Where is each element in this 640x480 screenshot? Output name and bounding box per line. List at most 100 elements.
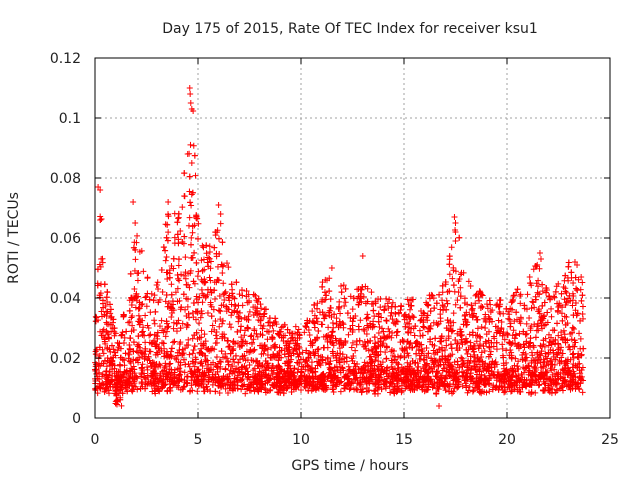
data-point: [234, 308, 241, 315]
data-point: [189, 358, 196, 365]
data-point: [559, 387, 566, 394]
data-point: [430, 361, 437, 368]
data-point: [359, 374, 366, 381]
data-point: [341, 303, 348, 310]
data-point: [579, 364, 586, 371]
data-point: [523, 320, 530, 327]
data-point: [368, 346, 375, 353]
data-point: [188, 234, 195, 241]
data-point: [123, 328, 130, 335]
data-point: [219, 317, 226, 324]
data-point: [114, 383, 121, 390]
data-point: [151, 292, 158, 299]
data-point: [135, 269, 142, 276]
data-point: [451, 375, 458, 382]
data-point: [267, 322, 274, 329]
data-point: [254, 333, 261, 340]
data-point: [225, 295, 232, 302]
data-point: [367, 320, 374, 327]
data-point: [120, 357, 127, 364]
data-point: [278, 324, 285, 331]
data-point: [230, 356, 237, 363]
data-point: [535, 382, 542, 389]
data-point: [498, 324, 505, 331]
data-point: [190, 371, 197, 378]
data-point: [252, 292, 259, 299]
data-point: [142, 339, 149, 346]
data-point: [358, 286, 365, 293]
data-point: [359, 284, 366, 291]
data-point: [331, 311, 338, 318]
data-point: [199, 369, 206, 376]
data-point: [466, 331, 473, 338]
data-point: [139, 361, 146, 368]
data-point: [213, 363, 220, 370]
data-point: [96, 384, 103, 391]
data-point: [254, 385, 261, 392]
data-point: [476, 342, 483, 349]
data-point: [511, 386, 518, 393]
data-point: [206, 255, 213, 262]
data-point: [288, 368, 295, 375]
data-point: [546, 338, 553, 345]
data-point: [262, 373, 269, 380]
data-point: [171, 234, 178, 241]
data-point: [198, 308, 205, 315]
data-point: [195, 376, 202, 383]
data-point: [212, 229, 219, 236]
data-point: [348, 344, 355, 351]
data-point: [542, 350, 549, 357]
data-point: [539, 302, 546, 309]
data-point: [429, 292, 436, 299]
data-point: [194, 273, 201, 280]
data-point: [181, 272, 188, 279]
data-point: [425, 374, 432, 381]
data-point: [119, 390, 126, 397]
data-point: [483, 301, 490, 308]
data-point: [216, 323, 223, 330]
data-point: [382, 303, 389, 310]
data-point: [177, 228, 184, 235]
data-point: [436, 356, 443, 363]
data-point: [175, 378, 182, 385]
data-point: [534, 289, 541, 296]
data-point: [157, 370, 164, 377]
data-point: [544, 309, 551, 316]
data-point: [364, 311, 371, 318]
data-point: [326, 360, 333, 367]
data-point: [506, 316, 513, 323]
data-point: [472, 384, 479, 391]
data-point: [100, 360, 107, 367]
data-point: [228, 301, 235, 308]
data-point: [182, 345, 189, 352]
data-point: [370, 307, 377, 314]
data-point: [536, 290, 543, 297]
data-point: [298, 368, 305, 375]
data-point: [442, 387, 449, 394]
data-point: [510, 293, 517, 300]
data-point: [436, 346, 443, 353]
data-point: [216, 250, 223, 257]
data-point: [307, 367, 314, 374]
data-point: [241, 381, 248, 388]
data-point: [319, 283, 326, 290]
data-point: [550, 349, 557, 356]
data-point: [144, 275, 151, 282]
data-point: [132, 256, 139, 263]
data-point: [507, 388, 514, 395]
data-point: [239, 292, 246, 299]
data-point: [175, 215, 182, 222]
data-point: [248, 357, 255, 364]
data-point: [562, 336, 569, 343]
data-point: [340, 324, 347, 331]
data-point: [186, 214, 193, 221]
data-point: [166, 361, 173, 368]
data-point: [502, 384, 509, 391]
data-point: [201, 331, 208, 338]
data-point: [325, 324, 332, 331]
data-point: [157, 362, 164, 369]
data-point: [348, 380, 355, 387]
data-point: [435, 320, 442, 327]
data-point: [112, 390, 119, 397]
data-point: [486, 388, 493, 395]
